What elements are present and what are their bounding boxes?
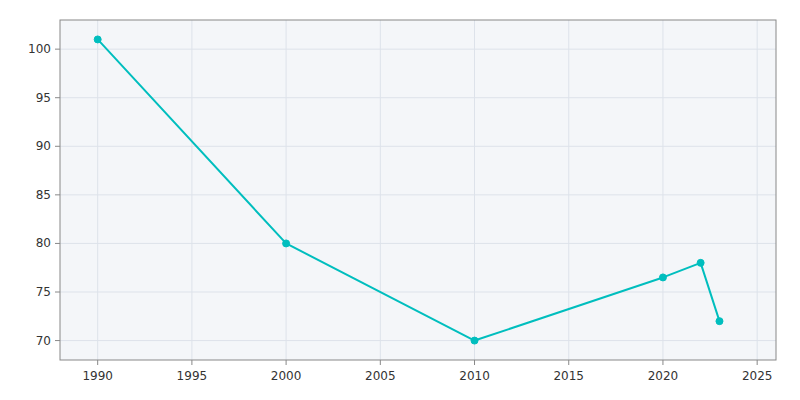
x-tick-label: 2015: [553, 369, 584, 383]
y-tick-label: 90: [36, 139, 51, 153]
point: [283, 240, 290, 247]
x-tick-mark: [97, 360, 98, 365]
y-grid-line: [60, 340, 776, 341]
x-tick-mark: [286, 360, 287, 365]
y-tick-mark: [55, 146, 60, 147]
point: [697, 259, 704, 266]
x-tick-label: 2010: [459, 369, 490, 383]
chart-svg: 1990 1995 2000 2005 2010 2015 2020 2025 70 75 80 85…: [0, 0, 800, 400]
line: [98, 39, 720, 340]
x-grid-line: [97, 20, 98, 360]
point: [94, 36, 101, 43]
grid: [60, 20, 776, 360]
x-tick-label: 2025: [742, 369, 773, 383]
y-grid-line: [60, 243, 776, 244]
x-grid-line: [757, 20, 758, 360]
chart-container: 1990 1995 2000 2005 2010 2015 2020 2025 70 75 80 85…: [0, 0, 800, 400]
x-grid-line: [191, 20, 192, 360]
y-tick-label: 85: [36, 188, 51, 202]
x-tick-mark: [380, 360, 381, 365]
x-tick-mark: [662, 360, 663, 365]
point: [659, 274, 666, 281]
x-tick-label: 2005: [365, 369, 396, 383]
y-grid-line: [60, 292, 776, 293]
y-tick-mark: [55, 49, 60, 50]
y-tick-mark: [55, 340, 60, 341]
y-tick-mark: [55, 243, 60, 244]
y-tick-label: 95: [36, 91, 51, 105]
point: [471, 337, 478, 344]
x-tick-label: 1995: [177, 369, 208, 383]
x-tick-label: 1990: [82, 369, 113, 383]
y-tick-label: 70: [36, 334, 51, 348]
page: {"chart_data": {"type": "line", "x": [19…: [0, 0, 800, 400]
y-grid-line: [60, 194, 776, 195]
x-tick-mark: [568, 360, 569, 365]
x-tick-mark: [191, 360, 192, 365]
plot-background: [60, 20, 776, 360]
y-tick-mark: [55, 97, 60, 98]
x-tick-mark: [474, 360, 475, 365]
series: [94, 36, 723, 344]
x-grid-line: [474, 20, 475, 360]
y-tick-label: 80: [36, 236, 51, 250]
y-tick-label: 75: [36, 285, 51, 299]
y-grid-line: [60, 146, 776, 147]
x-grid-line: [662, 20, 663, 360]
x-grid-line: [380, 20, 381, 360]
y-tick-mark: [55, 194, 60, 195]
y-grid-line: [60, 49, 776, 50]
y-tick-label: 100: [28, 42, 51, 56]
x-tick-label: 2000: [271, 369, 302, 383]
point: [716, 318, 723, 325]
plot-frame: [60, 20, 776, 360]
x-tick-label: 2020: [648, 369, 679, 383]
y-grid-line: [60, 97, 776, 98]
x-grid-line: [286, 20, 287, 360]
x-tick-mark: [757, 360, 758, 365]
axes: 1990 1995 2000 2005 2010 2015 2020 2025 70 75 80 85…: [28, 42, 772, 383]
y-tick-mark: [55, 292, 60, 293]
